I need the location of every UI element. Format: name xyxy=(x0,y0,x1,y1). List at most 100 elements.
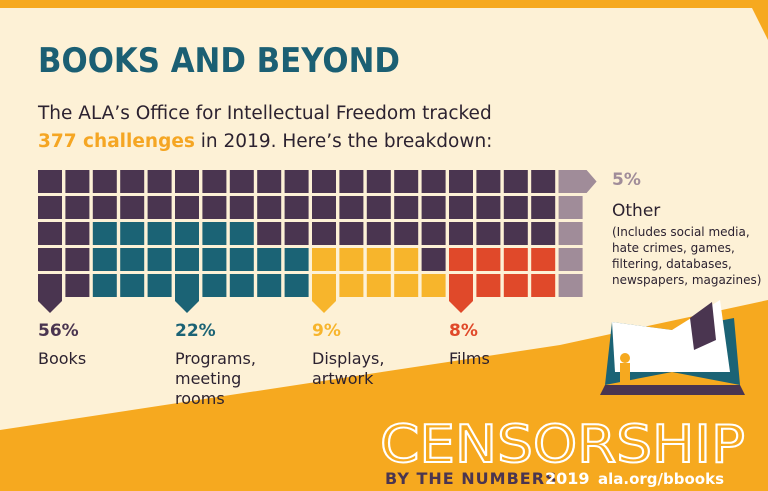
waffle-cell xyxy=(394,170,419,193)
waffle-cell xyxy=(38,196,62,219)
waffle-cell xyxy=(284,274,309,297)
waffle-cell xyxy=(65,222,90,245)
waffle-cell xyxy=(202,274,227,297)
annotation: (Includes social media, hate crimes, gam… xyxy=(612,225,762,287)
waffle-cell xyxy=(92,222,117,245)
category-label: Other xyxy=(612,201,661,221)
waffle-cell xyxy=(531,222,556,245)
waffle-cell xyxy=(202,222,227,245)
waffle-cell xyxy=(65,248,90,271)
pointer xyxy=(449,297,473,313)
waffle-cell xyxy=(503,248,528,271)
waffle-cell xyxy=(394,248,419,271)
waffle-cell xyxy=(120,248,145,271)
waffle-cell xyxy=(175,274,199,297)
waffle-cell xyxy=(503,196,528,219)
waffle-cell xyxy=(229,196,254,219)
waffle-cell xyxy=(339,196,364,219)
waffle-cell xyxy=(421,274,446,297)
waffle-cell xyxy=(229,170,254,193)
waffle-cell xyxy=(394,196,419,219)
intro-line: 377 challenges in 2019. Here’s the break… xyxy=(38,131,492,152)
waffle-cell xyxy=(312,222,336,245)
waffle-cell xyxy=(503,170,528,193)
waffle-cell xyxy=(257,196,282,219)
value-label: 8% xyxy=(449,321,478,341)
waffle-cell xyxy=(476,170,501,193)
waffle-cell xyxy=(366,248,391,271)
footer-year: 2019 xyxy=(545,469,590,488)
waffle-cell xyxy=(38,274,62,297)
value-label: 5% xyxy=(612,170,641,190)
waffle-cell xyxy=(175,248,199,271)
waffle-cell xyxy=(175,196,199,219)
waffle-cell xyxy=(120,274,145,297)
waffle-cell xyxy=(147,170,172,193)
category-label: Films xyxy=(449,349,490,368)
waffle-cell xyxy=(558,248,583,271)
waffle-cell xyxy=(38,248,62,271)
waffle-cell xyxy=(175,170,199,193)
value-label: 56% xyxy=(38,321,79,341)
waffle-cell xyxy=(531,170,556,193)
waffle-cell xyxy=(531,274,556,297)
waffle-cell xyxy=(312,274,336,297)
waffle-cell xyxy=(421,170,446,193)
waffle-cell xyxy=(503,222,528,245)
waffle-cell xyxy=(394,274,419,297)
waffle-cell xyxy=(65,274,90,297)
intro-text: in 2019. Here’s the breakdown: xyxy=(200,131,493,152)
waffle-cell xyxy=(449,274,473,297)
waffle-cell xyxy=(449,222,473,245)
waffle-cell xyxy=(92,170,117,193)
waffle-cell xyxy=(366,274,391,297)
pointer xyxy=(38,297,62,313)
waffle-cell xyxy=(339,274,364,297)
waffle-cell xyxy=(558,274,583,297)
waffle-cell xyxy=(257,222,282,245)
waffle-cell xyxy=(284,248,309,271)
waffle-cell xyxy=(284,222,309,245)
waffle-cell xyxy=(531,196,556,219)
waffle-cell xyxy=(120,196,145,219)
pointer xyxy=(175,297,199,313)
waffle-cell xyxy=(476,274,501,297)
waffle-cell xyxy=(147,222,172,245)
waffle-cell xyxy=(558,222,583,245)
waffle-cell xyxy=(312,196,336,219)
waffle-cell xyxy=(38,170,62,193)
waffle-cell xyxy=(202,170,227,193)
waffle-cell xyxy=(38,222,62,245)
waffle-cell xyxy=(229,248,254,271)
waffle-cell xyxy=(476,222,501,245)
waffle-cell xyxy=(476,248,501,271)
waffle-cell xyxy=(65,170,90,193)
waffle-cell xyxy=(257,248,282,271)
title: BOOKS AND BEYOND xyxy=(38,41,400,81)
waffle-cell xyxy=(120,222,145,245)
waffle-cell xyxy=(284,196,309,219)
pointer xyxy=(312,297,336,313)
value-label: 9% xyxy=(312,321,341,341)
waffle-cell xyxy=(92,196,117,219)
waffle-cell xyxy=(284,170,309,193)
waffle-cell xyxy=(558,196,583,219)
waffle-cell xyxy=(531,248,556,271)
waffle-cell xyxy=(65,196,90,219)
highlight: 377 challenges xyxy=(38,131,195,152)
waffle-cell xyxy=(366,196,391,219)
book-illustration xyxy=(600,300,745,395)
footer-subtitle: BY THE NUMBERS xyxy=(385,469,558,488)
waffle-cell xyxy=(421,248,446,271)
footer-title: CENSORSHIP xyxy=(380,415,745,475)
waffle-cell xyxy=(92,248,117,271)
waffle-cell xyxy=(120,170,145,193)
waffle-cell xyxy=(202,248,227,271)
waffle-cell xyxy=(229,222,254,245)
waffle-cell xyxy=(175,222,199,245)
category-label: Programs, meeting rooms xyxy=(175,349,256,408)
category-label: Books xyxy=(38,349,87,368)
category-label: Displays, artwork xyxy=(312,349,385,388)
waffle-cell xyxy=(366,170,391,193)
